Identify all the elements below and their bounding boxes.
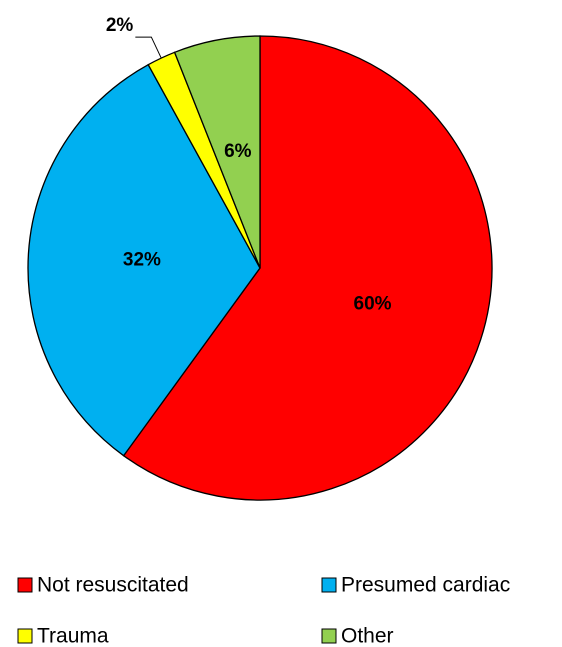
legend-swatch (321, 628, 337, 644)
legend-label: Presumed cardiac (341, 574, 510, 597)
leader-line (135, 36, 162, 59)
legend-label: Trauma (37, 625, 109, 647)
legend-swatch (17, 628, 33, 644)
legend-label: Not resuscitated (37, 574, 189, 597)
pie-slice (173, 35, 261, 269)
legend-label: Other (341, 625, 394, 647)
legend-swatch (17, 577, 33, 593)
data-label: 6% (224, 141, 252, 162)
pie-slice (27, 63, 261, 457)
data-label: 32% (123, 250, 161, 271)
data-label: 60% (354, 294, 392, 315)
pie-slice (122, 35, 493, 501)
legend-swatch (321, 577, 337, 593)
data-label: 2% (106, 15, 134, 36)
